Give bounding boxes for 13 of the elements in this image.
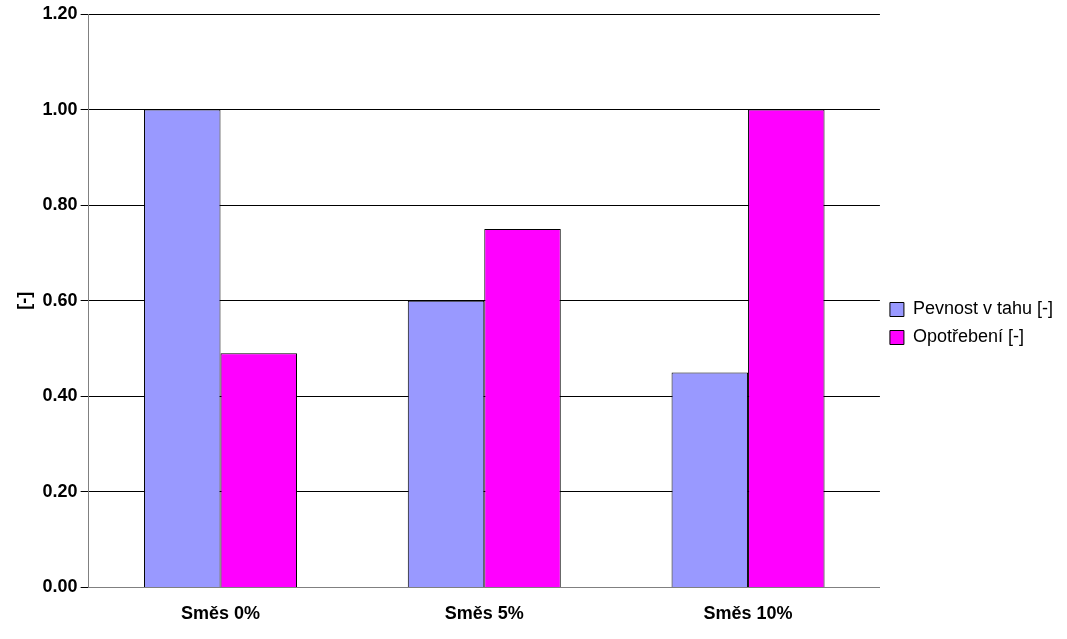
y-axis-title: [-] [13, 291, 34, 310]
legend-label: Pevnost v tahu [-] [912, 298, 1054, 319]
y-tick-label: 1.00 [42, 98, 78, 119]
y-tick-label: 1.20 [42, 2, 78, 23]
x-tick-label: Směs 10% [703, 603, 793, 624]
legend-label: Opotřebení [-] [912, 326, 1024, 347]
x-tick-label: Směs 5% [444, 603, 524, 624]
y-tick-label: 0.40 [42, 385, 78, 406]
y-tick-label: 0.20 [42, 480, 78, 501]
y-tick-label: 0.60 [42, 289, 78, 310]
x-tick-label: Směs 0% [180, 603, 261, 624]
y-tick-label: 0.80 [42, 194, 78, 215]
y-tick-label: 0.00 [42, 576, 78, 597]
